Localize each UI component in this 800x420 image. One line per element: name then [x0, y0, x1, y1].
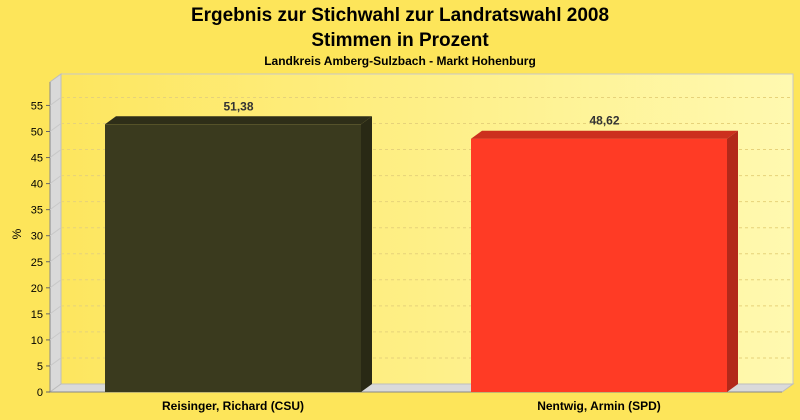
bar-front: [471, 138, 727, 392]
gridline-side: [49, 331, 62, 341]
bar-side: [361, 116, 372, 392]
y-tick-label: 30: [31, 231, 43, 243]
gridline-side: [49, 279, 62, 289]
y-tick-label: 20: [31, 283, 43, 295]
y-tick-label: 35: [31, 205, 43, 217]
y-tick-label: 40: [31, 179, 43, 191]
bar-front: [105, 124, 361, 392]
x-tick-label: Reisinger, Richard (CSU): [162, 399, 304, 413]
y-axis-label: %: [10, 228, 24, 239]
gridline-side: [49, 305, 62, 315]
y-tick-label: 45: [31, 153, 43, 165]
gridline-side: [49, 123, 62, 132]
value-label: 48,62: [589, 114, 619, 128]
x-tick-label: Nentwig, Armin (SPD): [537, 399, 661, 413]
y-tick-label: 15: [31, 309, 43, 321]
gridline-side: [49, 97, 62, 106]
y-tick-label: 50: [31, 127, 43, 139]
value-labels: 51,38 48,62: [223, 99, 619, 127]
y-tick-label: 0: [37, 387, 43, 399]
bar: [105, 116, 372, 392]
bar-top: [105, 116, 372, 125]
gridline-side: [49, 227, 62, 237]
gridline-side: [49, 357, 62, 367]
bar-top: [471, 130, 738, 139]
gridline-side: [49, 175, 62, 185]
bars: [105, 116, 738, 392]
gridline-side: [49, 201, 62, 211]
y-tick-label: 5: [37, 361, 43, 373]
bar: [471, 130, 738, 392]
plot-side-wall: [49, 73, 62, 393]
chart-subtitle: Landkreis Amberg-Sulzbach - Markt Hohenb…: [264, 54, 536, 68]
value-label: 51,38: [223, 99, 253, 113]
chart-title-line2: Stimmen in Prozent: [311, 30, 489, 51]
gridline-side: [49, 149, 62, 158]
y-tick-label: 55: [31, 100, 43, 112]
bar-side: [727, 130, 738, 392]
chart-title: Ergebnis zur Stichwahl zur Landratswahl …: [191, 5, 609, 26]
y-tick-label: 25: [31, 257, 43, 269]
x-axis-labels: Reisinger, Richard (CSU) Nentwig, Armin (…: [162, 399, 661, 413]
y-tick-label: 10: [31, 335, 43, 347]
gridline-side: [49, 253, 62, 263]
y-axis-ticks: 0 5 10 15 20 25 30 35 40 45 50 55: [31, 100, 50, 399]
